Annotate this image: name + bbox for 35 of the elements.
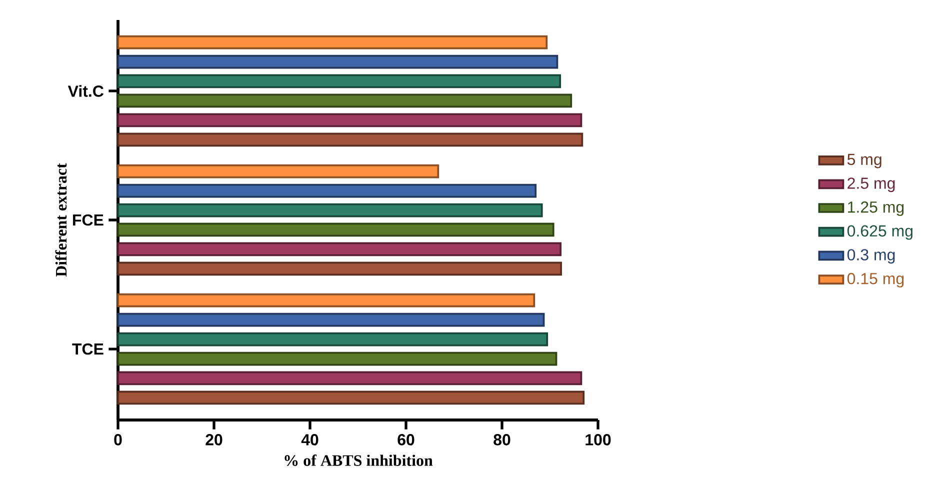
- bar: [117, 74, 562, 88]
- x-tick-label: 40: [301, 434, 318, 446]
- y-tick-label: Vit.C: [68, 85, 104, 97]
- x-tick-label: 20: [206, 434, 222, 446]
- legend-label: 2.5 mg: [848, 178, 895, 192]
- bar: [117, 352, 558, 366]
- bar: [117, 164, 440, 178]
- bar: [117, 332, 548, 346]
- bar: [117, 371, 582, 386]
- bar: [117, 293, 536, 308]
- x-axis-title: % of ABTS inhibition: [284, 454, 433, 466]
- legend-label: 5 mg: [847, 154, 882, 168]
- bar: [117, 222, 554, 237]
- bar: [117, 35, 548, 50]
- bar: [117, 94, 572, 108]
- bar: [117, 54, 558, 69]
- legend-label: 0.15 mg: [847, 272, 904, 288]
- bar: [117, 184, 537, 198]
- y-tick-label: FCE: [73, 214, 104, 226]
- bar: [117, 242, 562, 256]
- bar: [117, 132, 584, 147]
- x-tick-label: 80: [494, 434, 510, 446]
- y-axis-title: Different extract: [55, 163, 67, 277]
- x-tick-label: 100: [586, 434, 611, 446]
- bar: [117, 390, 585, 405]
- x-tick-label: 0: [114, 434, 122, 446]
- bar: [117, 203, 543, 218]
- bar: [117, 262, 562, 276]
- bar: [117, 312, 545, 327]
- y-tick-label: TCE: [72, 343, 104, 355]
- legend-label: 1.25 mg: [848, 201, 904, 216]
- legend-label: 0.625 mg: [847, 225, 912, 240]
- x-tick-label: 60: [398, 434, 414, 446]
- legend-label: 0.3 mg: [847, 249, 895, 264]
- bar: [117, 113, 582, 128]
